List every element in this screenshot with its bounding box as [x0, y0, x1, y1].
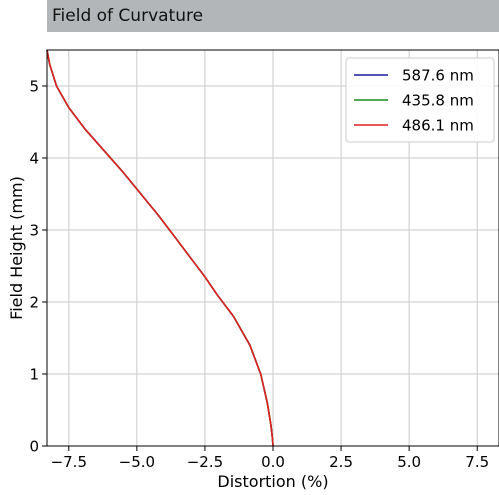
chart-series — [46, 49, 274, 447]
x-tick-label: 0.0 — [261, 453, 285, 471]
y-axis-ticks: 0 1 2 3 4 5 — [29, 78, 47, 456]
y-tick-label: 4 — [29, 150, 39, 168]
x-tick-label: 2.5 — [329, 453, 353, 471]
series-line — [46, 49, 274, 447]
y-axis-label: Field Height (mm) — [7, 176, 26, 320]
x-tick-label: 7.5 — [465, 453, 489, 471]
legend-label: 486.1 nm — [402, 117, 474, 135]
x-tick-label: −5.0 — [119, 453, 155, 471]
panel-title: Field of Curvature — [52, 6, 204, 26]
y-tick-label: 3 — [29, 222, 39, 240]
y-tick-label: 5 — [29, 78, 39, 96]
y-tick-label: 2 — [29, 294, 39, 312]
y-tick-label: 0 — [29, 438, 39, 456]
series-line — [46, 49, 274, 447]
x-axis-ticks: −7.5 −5.0 −2.5 0.0 2.5 5.0 7.5 — [51, 446, 489, 471]
series-line — [46, 49, 274, 447]
panel-title-bar: Field of Curvature — [47, 0, 499, 32]
legend-label: 435.8 nm — [402, 92, 474, 110]
x-tick-label: 5.0 — [397, 453, 421, 471]
x-axis-label: Distortion (%) — [217, 472, 328, 491]
x-tick-label: −2.5 — [187, 453, 223, 471]
x-tick-label: −7.5 — [51, 453, 87, 471]
legend-box — [345, 57, 495, 143]
chart-legend: 587.6 nm 435.8 nm 486.1 nm — [345, 57, 495, 143]
legend-label: 587.6 nm — [402, 67, 474, 85]
y-tick-label: 1 — [29, 366, 39, 384]
